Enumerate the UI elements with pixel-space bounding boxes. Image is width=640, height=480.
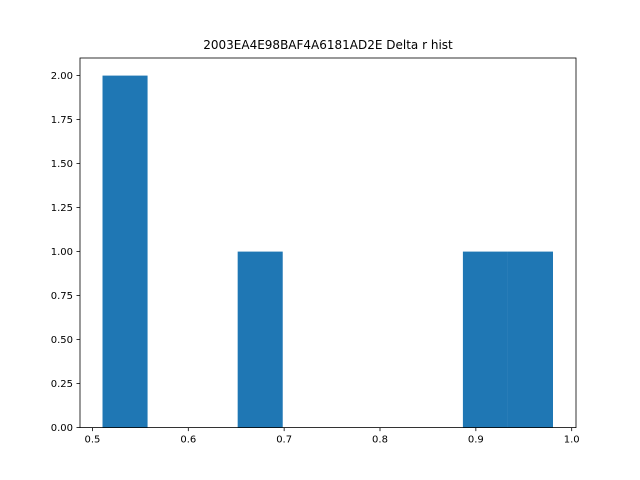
histogram-bar-8 [462, 251, 508, 428]
y-tick-label-3: 0.75 [51, 291, 73, 302]
y-tick-label-6: 1.50 [51, 159, 73, 170]
histogram-bar-0 [102, 75, 148, 428]
y-tick-label-0: 0.00 [51, 423, 73, 434]
chart-title: 2003EA4E98BAF4A6181AD2E Delta r hist [203, 38, 453, 52]
y-tick-label-5: 1.25 [51, 203, 73, 214]
x-tick-label-5: 1.0 [564, 435, 580, 446]
y-tick-label-4: 1.00 [51, 247, 73, 258]
histogram-bar-3 [237, 251, 283, 428]
y-tick-label-8: 2.00 [51, 71, 73, 82]
y-axis: 0.00 0.25 0.50 0.75 1.00 1.25 1.50 1.75 2.00 [51, 71, 80, 434]
x-tick-label-1: 0.6 [180, 435, 196, 446]
x-tick-label-0: 0.5 [85, 435, 101, 446]
y-tick-label-1: 0.25 [51, 379, 73, 390]
x-tick-label-3: 0.8 [372, 435, 388, 446]
x-tick-label-4: 0.9 [468, 435, 484, 446]
histogram-bars [102, 75, 553, 428]
histogram-bar-9 [507, 251, 553, 428]
y-tick-label-7: 1.75 [51, 115, 73, 126]
x-axis: 0.5 0.6 0.7 0.8 0.9 1.0 [85, 427, 580, 446]
y-tick-label-2: 0.50 [51, 335, 73, 346]
plot-area-frame [79, 57, 577, 429]
x-tick-label-2: 0.7 [276, 435, 292, 446]
